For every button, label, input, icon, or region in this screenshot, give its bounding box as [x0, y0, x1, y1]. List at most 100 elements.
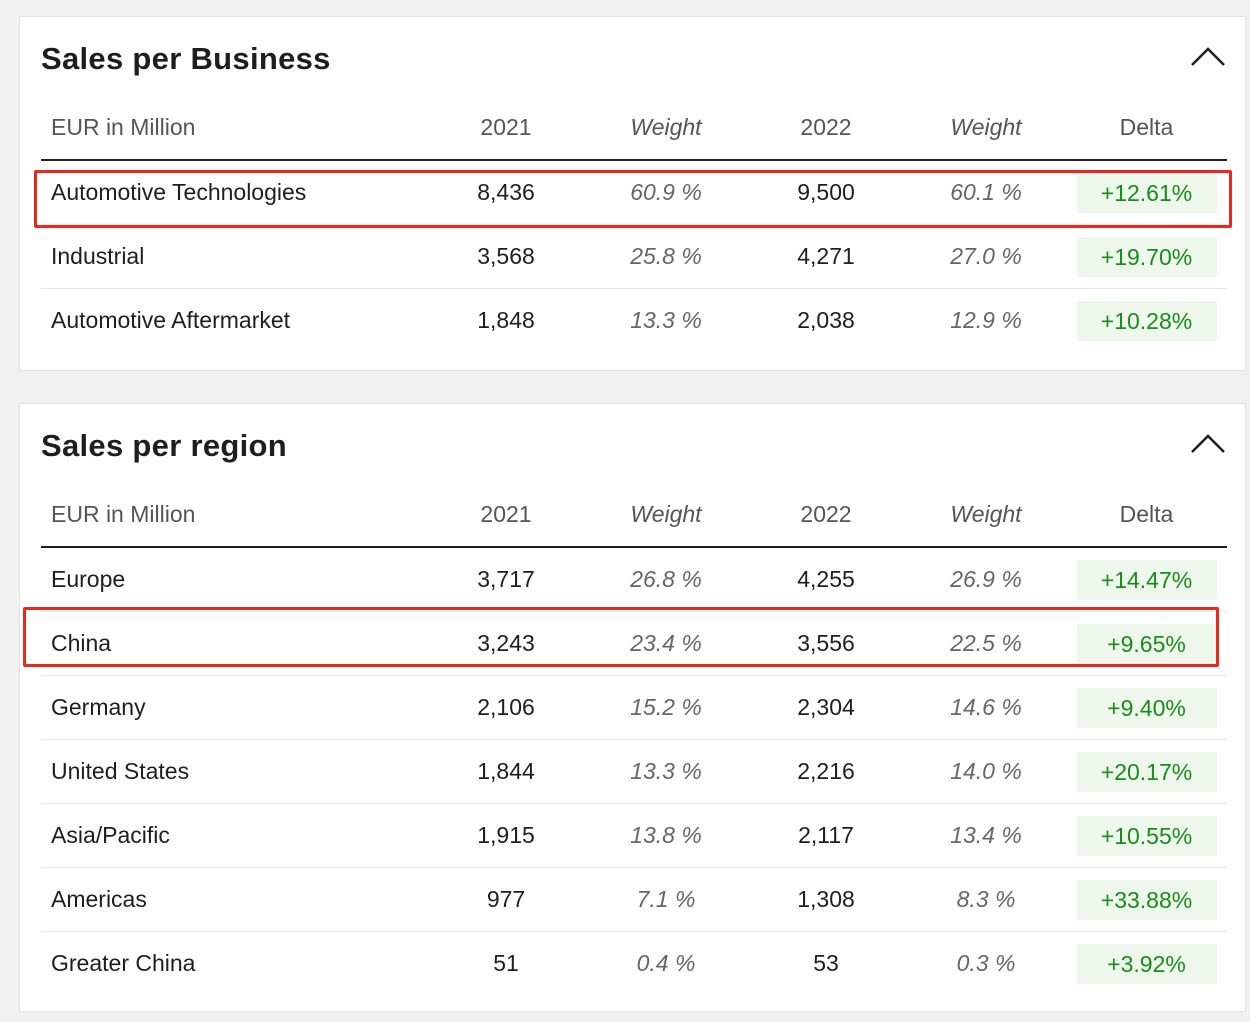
delta-cell: +3.92% [1066, 932, 1227, 996]
value-2022: 1,308 [746, 867, 906, 932]
sales-per-business-card: Sales per Business EUR in Million 2021 W… [19, 16, 1246, 371]
value-2021: 8,436 [426, 160, 586, 225]
weight-2022: 8.3 % [906, 867, 1066, 932]
row-label: United States [41, 739, 426, 804]
column-header-2022: 2022 [746, 483, 906, 548]
delta-badge: +12.61% [1076, 172, 1217, 213]
row-label: Americas [41, 867, 426, 932]
weight-2021: 13.3 % [630, 307, 702, 333]
delta-badge: +3.92% [1076, 943, 1217, 984]
value-2022: 4,255 [746, 547, 906, 612]
weight-2021: 25.8 % [586, 224, 746, 289]
weight-2021: 26.8 % [586, 547, 746, 612]
delta-badge: +20.17% [1076, 751, 1217, 792]
weight-2022: 14.0 % [906, 739, 1066, 804]
value-2022: 53 [813, 950, 839, 976]
delta-badge: +9.40% [1076, 687, 1217, 728]
column-header-delta: Delta [1066, 96, 1227, 161]
value-2021: 3,568 [426, 224, 586, 289]
delta-cell: +20.17% [1066, 739, 1227, 804]
card-title: Sales per region [41, 428, 288, 463]
weight-2022: 13.4 % [906, 803, 1066, 868]
table-row: Automotive Aftermarket 1,848 13.3 % 2,03… [41, 289, 1227, 353]
value-2022: 2,038 [797, 307, 855, 333]
column-header-unit: EUR in Million [41, 96, 426, 161]
chevron-up-icon [1191, 47, 1225, 66]
value-2022: 9,500 [746, 160, 906, 225]
collapse-button[interactable] [1189, 43, 1227, 71]
value-2022: 2,304 [746, 675, 906, 740]
value-2021: 3,717 [426, 547, 586, 612]
table-row: Industrial 3,568 25.8 % 4,271 27.0 % +19… [41, 224, 1227, 289]
table-row: United States 1,844 13.3 % 2,216 14.0 % … [41, 739, 1227, 804]
column-header-weight-2021: Weight [586, 96, 746, 161]
column-header-2022: 2022 [746, 96, 906, 161]
table-row: Americas 977 7.1 % 1,308 8.3 % +33.88% [41, 867, 1227, 932]
weight-2021: 60.9 % [586, 160, 746, 225]
collapse-button[interactable] [1189, 430, 1227, 458]
card-title: Sales per Business [41, 41, 331, 76]
column-header-2021: 2021 [426, 96, 586, 161]
value-2021: 1,844 [426, 739, 586, 804]
delta-cell: +10.28% [1066, 289, 1227, 353]
weight-2022: 60.1 % [906, 160, 1066, 225]
weight-2021: 15.2 % [586, 675, 746, 740]
delta-badge: +33.88% [1076, 879, 1217, 920]
delta-badge: +9.65% [1076, 623, 1217, 664]
region-table: EUR in Million 2021 Weight 2022 Weight D… [41, 483, 1227, 995]
table-row: Greater China 51 0.4 % 53 0.3 % +3.92% [41, 932, 1227, 996]
value-2022: 4,271 [746, 224, 906, 289]
weight-2022: 26.9 % [906, 547, 1066, 612]
delta-cell: +10.55% [1066, 803, 1227, 868]
delta-badge: +14.47% [1076, 559, 1217, 600]
column-header-weight-2022: Weight [906, 483, 1066, 548]
delta-cell: +9.40% [1066, 675, 1227, 740]
row-label: Industrial [41, 224, 426, 289]
delta-cell: +19.70% [1066, 224, 1227, 289]
row-label: Greater China [51, 950, 196, 976]
weight-2022: 12.9 % [950, 307, 1022, 333]
weight-2022: 27.0 % [906, 224, 1066, 289]
value-2021: 51 [493, 950, 519, 976]
business-table: EUR in Million 2021 Weight 2022 Weight D… [41, 96, 1227, 352]
column-header-unit: EUR in Million [41, 483, 426, 548]
delta-cell: +12.61% [1066, 160, 1227, 225]
delta-cell: +9.65% [1066, 611, 1227, 676]
weight-2021: 0.4 % [636, 950, 696, 976]
row-label: Automotive Aftermarket [51, 307, 291, 333]
delta-cell: +33.88% [1066, 867, 1227, 932]
weight-2022: 14.6 % [906, 675, 1066, 740]
row-label: China [41, 611, 426, 676]
table-row: Germany 2,106 15.2 % 2,304 14.6 % +9.40% [41, 675, 1227, 740]
table-header-row: EUR in Million 2021 Weight 2022 Weight D… [41, 483, 1227, 548]
value-2022: 3,556 [746, 611, 906, 676]
row-label: Asia/Pacific [41, 803, 426, 868]
weight-2021: 23.4 % [586, 611, 746, 676]
row-label: Automotive Technologies [41, 160, 426, 225]
row-label: Europe [41, 547, 426, 612]
sales-per-region-card: Sales per region EUR in Million 2021 Wei… [19, 403, 1246, 1012]
value-2021: 1,915 [426, 803, 586, 868]
column-header-weight-2021: Weight [586, 483, 746, 548]
delta-badge: +10.28% [1076, 300, 1217, 341]
weight-2021: 13.3 % [586, 739, 746, 804]
value-2021: 1,848 [477, 307, 535, 333]
value-2021: 977 [426, 867, 586, 932]
delta-badge: +10.55% [1076, 815, 1217, 856]
table-row: Europe 3,717 26.8 % 4,255 26.9 % +14.47% [41, 547, 1227, 612]
value-2022: 2,117 [746, 803, 906, 868]
weight-2021: 13.8 % [586, 803, 746, 868]
weight-2021: 7.1 % [586, 867, 746, 932]
value-2021: 2,106 [426, 675, 586, 740]
table-header-row: EUR in Million 2021 Weight 2022 Weight D… [41, 96, 1227, 161]
column-header-delta: Delta [1066, 483, 1227, 548]
value-2022: 2,216 [746, 739, 906, 804]
table-row: China 3,243 23.4 % 3,556 22.5 % +9.65% [41, 611, 1227, 676]
column-header-weight-2022: Weight [906, 96, 1066, 161]
weight-2022: 22.5 % [906, 611, 1066, 676]
value-2021: 3,243 [426, 611, 586, 676]
delta-badge: +19.70% [1076, 236, 1217, 277]
row-label: Germany [41, 675, 426, 740]
column-header-2021: 2021 [426, 483, 586, 548]
chevron-up-icon [1191, 434, 1225, 453]
